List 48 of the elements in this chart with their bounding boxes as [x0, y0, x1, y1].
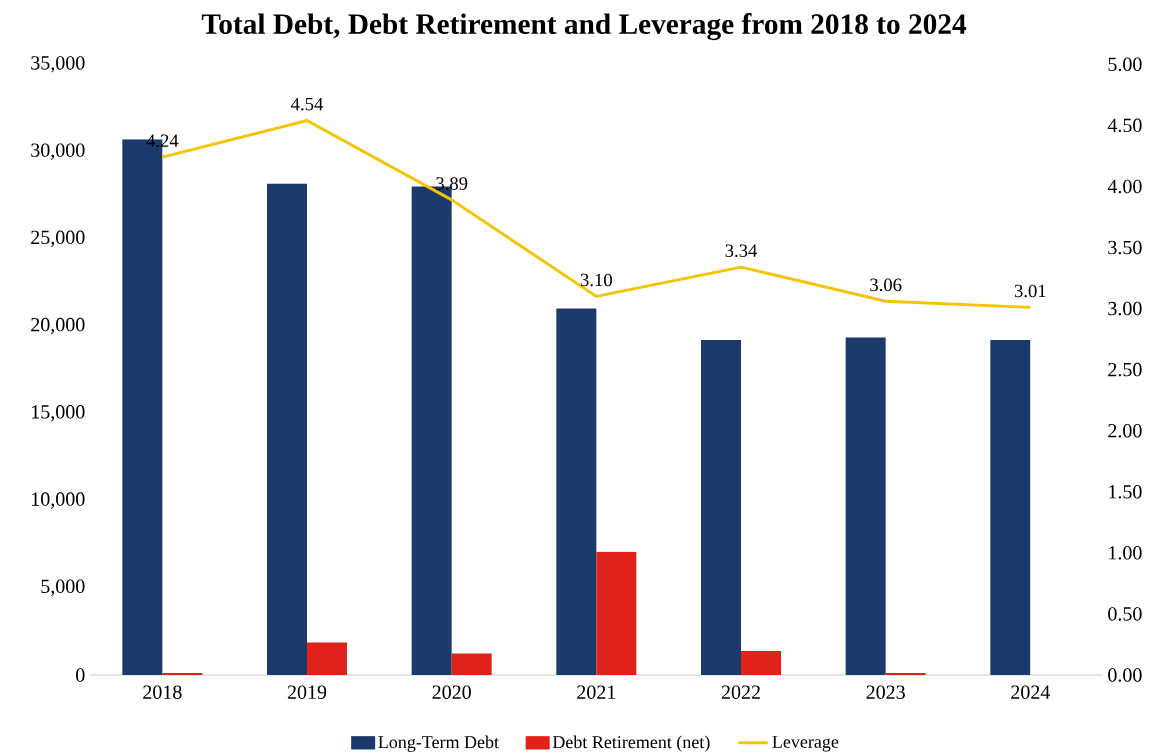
bar — [990, 340, 1031, 675]
y-tick-label: 30,000 — [31, 143, 85, 160]
y-tick-label: 10,000 — [32, 492, 85, 509]
bar — [701, 340, 742, 675]
x-tick-label: 2022 — [721, 685, 760, 699]
y2-tick-label: 2.00 — [1108, 423, 1142, 438]
x-tick-label: 2024 — [1011, 685, 1051, 699]
y2-tick-label: 0.00 — [1108, 668, 1142, 682]
y2-tick-label: 4.00 — [1107, 179, 1142, 194]
chart-title: Total Debt, Debt Retirement and Leverage from 2018 to 2024 — [201, 13, 967, 41]
y2-tick-label: 0.50 — [1108, 607, 1142, 621]
y-tick-label: 15,000 — [32, 405, 85, 422]
y2-tick-label: 3.50 — [1108, 240, 1142, 255]
y-tick-label: 35,000 — [31, 56, 85, 73]
data-label: 3.10 — [580, 273, 612, 287]
x-tick-label: 2023 — [866, 685, 905, 699]
y-tick-label: 5,000 — [41, 579, 85, 596]
y2-tick-label: 3.00 — [1108, 301, 1142, 316]
y2-tick-label: 1.50 — [1109, 485, 1142, 499]
bar — [307, 642, 347, 675]
data-label: 3.06 — [870, 278, 902, 292]
legend-label: Debt Retirement (net) — [552, 735, 710, 752]
x-tick-label: 2018 — [143, 685, 182, 699]
data-label: 4.24 — [146, 134, 179, 148]
data-label: 3.01 — [1014, 284, 1046, 298]
bar — [267, 183, 307, 675]
y2-tick-label: 2.50 — [1108, 362, 1142, 377]
x-tick-label: 2021 — [577, 685, 616, 699]
bar — [845, 337, 886, 675]
bar — [451, 653, 492, 675]
legend-label: Leverage — [772, 735, 839, 752]
legend-label: Long-Term Debt — [378, 735, 499, 752]
data-label: 3.89 — [436, 177, 468, 190]
y2-tick-label: 1.00 — [1109, 546, 1142, 560]
x-tick-label: 2019 — [287, 685, 327, 699]
bar — [885, 672, 926, 675]
x-tick-label: 2020 — [432, 685, 471, 699]
data-label: 4.54 — [291, 97, 324, 111]
bar — [556, 308, 597, 675]
y-tick-label: 25,000 — [31, 230, 85, 247]
y-tick-label: 0 — [76, 668, 85, 682]
bar — [162, 672, 203, 675]
y2-tick-label: 5.00 — [1108, 57, 1142, 72]
y-tick-label: 20,000 — [31, 317, 85, 335]
y2-tick-label: 4.50 — [1107, 118, 1142, 133]
bar — [741, 650, 782, 675]
bar — [596, 551, 637, 675]
data-label: 3.34 — [725, 244, 758, 258]
